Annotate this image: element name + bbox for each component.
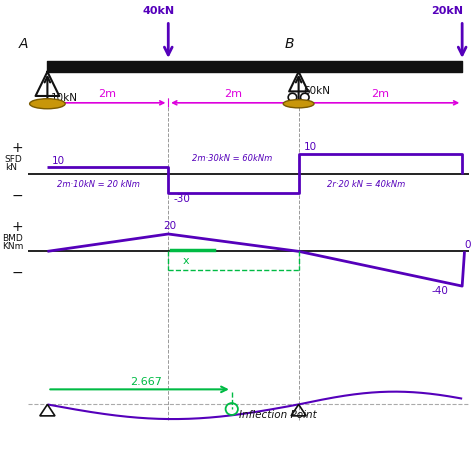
Text: -40: -40 — [431, 286, 448, 296]
Text: 2m: 2m — [224, 89, 242, 99]
Text: −: − — [12, 189, 24, 203]
Text: x: x — [182, 255, 189, 266]
Text: +: + — [12, 220, 24, 234]
Text: 10: 10 — [303, 142, 317, 152]
Text: B: B — [284, 37, 294, 51]
Text: Inflection Point: Inflection Point — [239, 410, 317, 420]
Text: 2m·30kN = 60kNm: 2m·30kN = 60kNm — [192, 154, 272, 163]
Text: 2m·10kN = 20 kNm: 2m·10kN = 20 kNm — [57, 181, 140, 189]
Text: 60kN: 60kN — [303, 85, 330, 96]
Text: 2.667: 2.667 — [130, 377, 162, 387]
Text: KNm: KNm — [2, 242, 24, 250]
Text: 20: 20 — [164, 221, 177, 231]
Text: kN: kN — [5, 163, 17, 172]
Text: −: − — [12, 266, 24, 280]
Text: -30: -30 — [173, 194, 190, 204]
Text: BMD: BMD — [2, 234, 23, 243]
Text: +: + — [12, 141, 24, 155]
Ellipse shape — [29, 99, 65, 109]
Text: 20kN: 20kN — [431, 5, 464, 16]
Text: 10kN: 10kN — [51, 92, 78, 102]
Text: 40kN: 40kN — [142, 5, 174, 16]
Text: 2r·20 kN = 40kNm: 2r·20 kN = 40kNm — [327, 181, 405, 189]
Text: A: A — [19, 37, 28, 51]
Ellipse shape — [283, 100, 314, 108]
Text: SFD: SFD — [5, 155, 22, 164]
Text: 10: 10 — [52, 155, 65, 165]
Text: 2m: 2m — [98, 89, 116, 99]
Text: 0: 0 — [465, 239, 471, 250]
Text: 2m: 2m — [371, 89, 389, 99]
